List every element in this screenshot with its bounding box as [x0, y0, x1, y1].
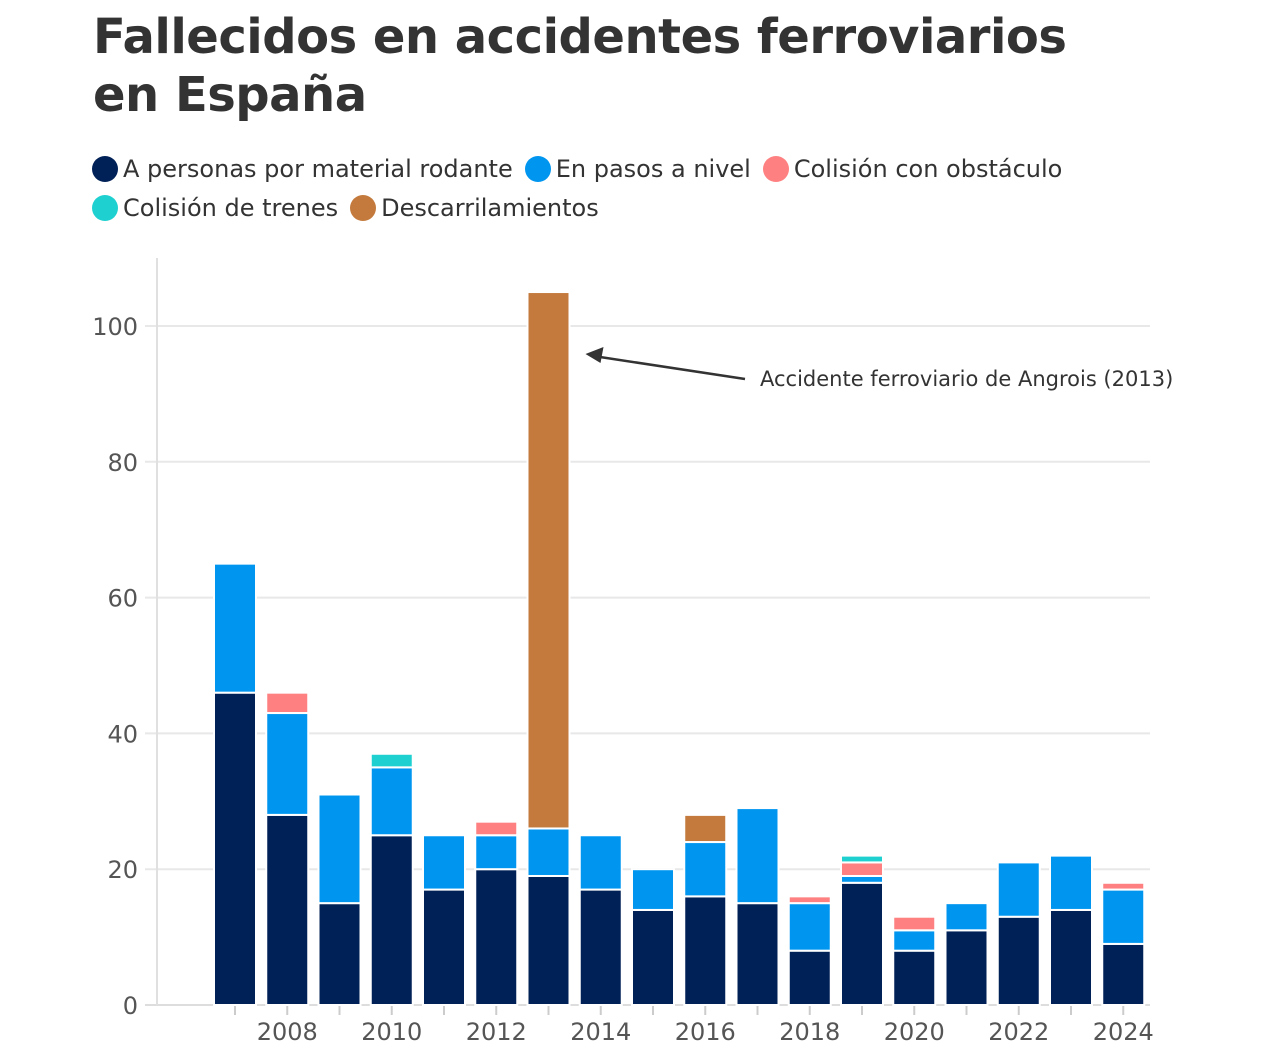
bar-segment — [683, 841, 728, 898]
legend-label: Colisión de trenes — [123, 194, 339, 222]
bar-segment — [369, 752, 414, 769]
legend-swatch — [350, 195, 377, 221]
legend-swatch — [92, 156, 118, 182]
bar-segment — [1101, 881, 1146, 891]
x-tick-label: 2008 — [257, 1018, 318, 1046]
y-tick-label: 60 — [107, 585, 138, 613]
bar-segment — [265, 813, 310, 1006]
annotation-arrowhead — [585, 347, 604, 363]
x-tick-label: 2022 — [988, 1018, 1049, 1046]
bar-segment — [1101, 942, 1146, 1007]
bar-segment — [474, 868, 519, 1007]
legend-item: A personas por material rodante — [92, 152, 513, 186]
bar-segment — [840, 881, 884, 1007]
legend-item: Descarrilamientos — [350, 191, 599, 225]
legend-label: Colisión con obstáculo — [793, 155, 1063, 183]
y-tick-label: 20 — [107, 856, 138, 884]
y-tick-label: 0 — [123, 992, 138, 1020]
y-tick-label: 40 — [107, 720, 138, 748]
bar-segment — [526, 291, 571, 830]
x-tick-label: 2010 — [361, 1018, 422, 1046]
bar-segment — [265, 712, 310, 816]
bar-segment — [840, 861, 884, 877]
chart-title: Fallecidos en accidentes ferroviarios en… — [93, 9, 1067, 123]
annotation-text: Accidente ferroviario de Angrois (2013) — [760, 367, 1173, 391]
legend-swatch — [524, 156, 551, 182]
bar-segment — [526, 874, 571, 1006]
bar-segment — [840, 854, 884, 864]
legend: A personas por material rodante En pasos … — [92, 152, 1092, 230]
bar-segment — [317, 793, 362, 905]
bar-segment — [474, 820, 519, 837]
x-tick-label: 2024 — [1093, 1018, 1154, 1046]
x-tick-label: 2012 — [466, 1018, 527, 1046]
bar-segment — [213, 691, 257, 1006]
bar-segment — [317, 902, 362, 1007]
legend-swatch — [762, 156, 789, 182]
bar-segment — [944, 929, 989, 1006]
bar-segment — [474, 834, 519, 871]
bar-segment — [213, 562, 257, 694]
bar-segment — [631, 868, 675, 911]
bar-segment — [369, 834, 414, 1006]
bar-segment — [526, 827, 571, 877]
bar-segment — [892, 915, 937, 932]
legend-label: A personas por material rodante — [123, 155, 513, 183]
bar-segment — [1049, 854, 1093, 911]
legend-item: Colisión con obstáculo — [762, 152, 1063, 186]
bar-segment — [265, 691, 310, 715]
bar-segment — [422, 834, 466, 891]
bar-segment — [996, 915, 1041, 1006]
x-tick-label: 2018 — [779, 1018, 840, 1046]
bar-segment — [1101, 888, 1146, 945]
bar-segment — [631, 908, 675, 1006]
x-tick-label: 2014 — [570, 1018, 631, 1046]
bar-segment — [422, 888, 466, 1007]
bar-segment — [787, 902, 832, 952]
bar-segment — [996, 861, 1041, 918]
bar-segment — [892, 929, 937, 952]
bar-segment — [369, 766, 414, 837]
bar-segment — [787, 895, 832, 905]
bar-segment — [578, 888, 623, 1007]
x-tick-label: 2020 — [884, 1018, 945, 1046]
bar-segment — [578, 834, 623, 891]
bar-segment — [840, 874, 884, 884]
bar-segment — [787, 949, 832, 1006]
legend-item: Colisión de trenes — [92, 191, 338, 225]
legend-swatch — [92, 195, 118, 221]
legend-label: Descarrilamientos — [381, 194, 599, 222]
legend-label: En pasos a nivel — [555, 155, 751, 183]
bar-segment — [1049, 908, 1093, 1006]
bar-segment — [683, 895, 728, 1006]
y-tick-label: 100 — [92, 313, 138, 341]
bar-segment — [892, 949, 937, 1006]
legend-item: En pasos a nivel — [524, 152, 751, 186]
y-tick-label: 80 — [107, 449, 138, 477]
bar-segment — [683, 813, 728, 844]
x-tick-label: 2016 — [675, 1018, 736, 1046]
annotation-arrow — [593, 354, 746, 381]
bar-segment — [735, 807, 780, 905]
bar-segment — [944, 902, 989, 932]
bar-segment — [735, 902, 780, 1007]
